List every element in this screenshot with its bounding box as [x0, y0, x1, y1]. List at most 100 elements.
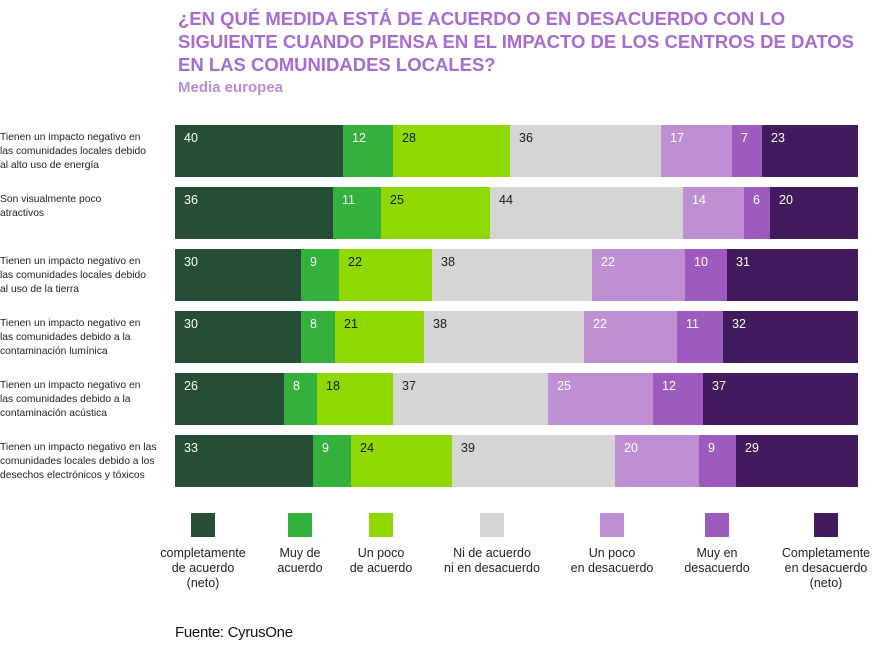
- bar-segment: 21: [335, 311, 424, 363]
- legend-item: completamente de acuerdo (neto): [133, 513, 273, 591]
- data-label: 11: [342, 193, 355, 207]
- data-label: 12: [662, 379, 676, 393]
- legend-item: Muy de acuerdo: [230, 513, 370, 576]
- bar-row: 26 8 18 37 25 12 37: [175, 373, 858, 425]
- data-label: 29: [745, 441, 759, 455]
- data-label: 9: [310, 255, 317, 269]
- bar-segment: 36: [510, 125, 661, 177]
- legend-item: Un poco de acuerdo: [311, 513, 451, 576]
- bar-segment: 25: [381, 187, 490, 239]
- bar-segment: 26: [175, 373, 284, 425]
- bar-segment: 18: [317, 373, 393, 425]
- legend-item: Un poco en desacuerdo: [542, 513, 682, 576]
- row-label: Tienen un impacto negativo en las comuni…: [0, 256, 146, 295]
- data-label: 7: [741, 131, 748, 145]
- data-label: 38: [433, 317, 447, 331]
- bar-segment: 40: [175, 125, 343, 177]
- bar-segment: 12: [343, 125, 393, 177]
- legend-label: Un poco en desacuerdo: [570, 546, 654, 575]
- bar-segment: 9: [301, 249, 339, 301]
- data-label: 9: [322, 441, 329, 455]
- bar-segment: 20: [770, 187, 858, 239]
- legend-label: Muy en desacuerdo: [684, 546, 750, 575]
- bar-row: 40 12 28 36 17 7 23: [175, 125, 858, 177]
- data-label: 23: [771, 131, 785, 145]
- bar-segment: 30: [175, 249, 301, 301]
- legend-item: Completamente en desacuerdo (neto): [756, 513, 880, 591]
- row-label: Tienen un impacto negativo en las comuni…: [0, 318, 141, 357]
- bar-segment: 17: [661, 125, 732, 177]
- data-label: 11: [686, 317, 699, 331]
- legend-swatch: [369, 513, 393, 537]
- data-label: 40: [184, 131, 198, 145]
- bar-segment: 14: [683, 187, 744, 239]
- bar-segment: 29: [736, 435, 858, 487]
- row-label: Son visualmente poco atractivos: [0, 194, 102, 219]
- bar-segment: 39: [452, 435, 615, 487]
- data-label: 9: [708, 441, 715, 455]
- data-label: 17: [670, 131, 684, 145]
- data-label: 38: [441, 255, 455, 269]
- bar-row: 30 9 22 38 22 10 31: [175, 249, 858, 301]
- legend-item: Muy en desacuerdo: [647, 513, 787, 576]
- bar-segment: 28: [393, 125, 510, 177]
- data-label: 22: [593, 317, 607, 331]
- bar-segment: 11: [333, 187, 381, 239]
- bar-segment: 30: [175, 311, 301, 363]
- data-label: 37: [402, 379, 416, 393]
- data-label: 12: [352, 131, 366, 145]
- bar-segment: 37: [703, 373, 858, 425]
- bar-segment: 25: [548, 373, 653, 425]
- bar-segment: 6: [744, 187, 770, 239]
- data-label: 6: [753, 193, 760, 207]
- bar-segment: 8: [284, 373, 317, 425]
- bar-row: 36 11 25 44 14 6 20: [175, 187, 858, 239]
- row-label: Tienen un impacto negativo en las comuni…: [0, 442, 157, 481]
- source-note: Fuente: CyrusOne: [175, 624, 293, 641]
- data-label: 8: [310, 317, 317, 331]
- data-label: 30: [184, 317, 198, 331]
- data-label: 25: [390, 193, 404, 207]
- bar-segment: 8: [301, 311, 335, 363]
- bar-segment: 33: [175, 435, 313, 487]
- bar-segment: 11: [677, 311, 723, 363]
- data-label: 33: [184, 441, 198, 455]
- data-label: 20: [624, 441, 638, 455]
- data-label: 28: [402, 131, 416, 145]
- legend-swatch: [600, 513, 624, 537]
- data-label: 8: [293, 379, 300, 393]
- bar-segment: 23: [762, 125, 858, 177]
- data-label: 44: [499, 193, 513, 207]
- row-label: Tienen un impacto negativo en las comuni…: [0, 380, 141, 419]
- data-label: 14: [692, 193, 706, 207]
- bar-segment: 36: [175, 187, 333, 239]
- data-label: 36: [184, 193, 198, 207]
- bar-segment: 32: [723, 311, 858, 363]
- bar-segment: 44: [490, 187, 683, 239]
- bar-segment: 12: [653, 373, 703, 425]
- bar-segment: 24: [351, 435, 452, 487]
- legend-swatch: [814, 513, 838, 537]
- legend-item: Ni de acuerdo ni en desacuerdo: [422, 513, 562, 576]
- bar-segment: 10: [685, 249, 727, 301]
- legend-swatch: [191, 513, 215, 537]
- legend-label: Muy de acuerdo: [277, 546, 323, 575]
- data-label: 22: [601, 255, 615, 269]
- bar-segment: 38: [424, 311, 584, 363]
- data-label: 39: [461, 441, 475, 455]
- chart-subtitle: Media europea: [178, 79, 284, 96]
- bar-segment: 22: [592, 249, 685, 301]
- data-label: 20: [779, 193, 793, 207]
- data-label: 30: [184, 255, 198, 269]
- bar-segment: 9: [699, 435, 736, 487]
- data-label: 22: [348, 255, 362, 269]
- legend-label: Completamente en desacuerdo (neto): [781, 546, 871, 590]
- data-label: 25: [557, 379, 571, 393]
- bar-segment: 38: [432, 249, 592, 301]
- data-label: 37: [712, 379, 726, 393]
- bar-segment: 9: [313, 435, 351, 487]
- bar-row: 30 8 21 38 22 11 32: [175, 311, 858, 363]
- data-label: 21: [344, 317, 358, 331]
- data-label: 18: [326, 379, 340, 393]
